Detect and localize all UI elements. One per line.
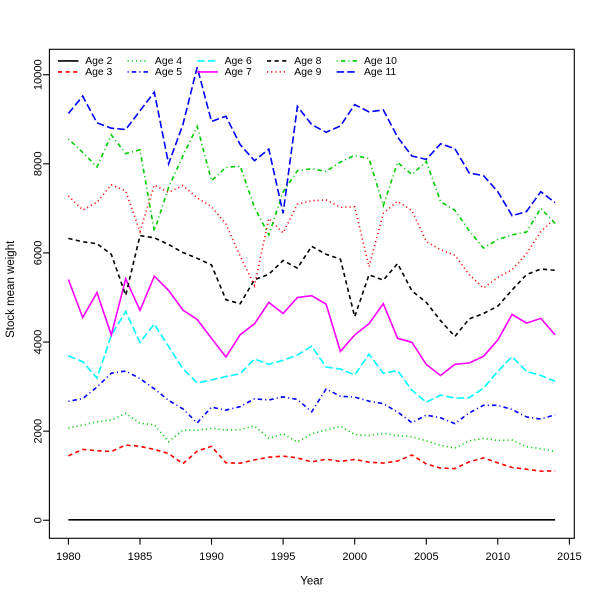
svg-text:0: 0 bbox=[33, 517, 45, 523]
svg-text:1985: 1985 bbox=[128, 551, 153, 563]
svg-text:8000: 8000 bbox=[33, 151, 45, 176]
svg-text:6000: 6000 bbox=[33, 241, 45, 266]
svg-text:Age 7: Age 7 bbox=[225, 67, 252, 78]
svg-text:1980: 1980 bbox=[56, 551, 81, 563]
svg-text:4000: 4000 bbox=[33, 330, 45, 355]
svg-text:2005: 2005 bbox=[414, 551, 439, 563]
svg-text:Age 5: Age 5 bbox=[155, 67, 182, 78]
svg-text:Stock mean weight: Stock mean weight bbox=[5, 240, 17, 338]
svg-text:1995: 1995 bbox=[271, 551, 296, 563]
svg-text:2000: 2000 bbox=[33, 419, 45, 444]
svg-text:Age 3: Age 3 bbox=[85, 67, 112, 78]
svg-text:10000: 10000 bbox=[33, 59, 45, 90]
svg-text:Age 11: Age 11 bbox=[364, 67, 396, 78]
svg-text:2000: 2000 bbox=[342, 551, 367, 563]
svg-text:Age 10: Age 10 bbox=[364, 56, 397, 67]
svg-text:2015: 2015 bbox=[557, 551, 582, 563]
svg-text:Age 2: Age 2 bbox=[85, 56, 112, 67]
svg-text:Age 4: Age 4 bbox=[155, 56, 182, 67]
svg-text:1990: 1990 bbox=[199, 551, 224, 563]
svg-text:2010: 2010 bbox=[485, 551, 510, 563]
svg-text:Age 9: Age 9 bbox=[294, 67, 321, 78]
svg-text:Age 6: Age 6 bbox=[225, 56, 252, 67]
svg-text:Age 8: Age 8 bbox=[294, 56, 321, 67]
svg-text:Year: Year bbox=[300, 576, 323, 588]
